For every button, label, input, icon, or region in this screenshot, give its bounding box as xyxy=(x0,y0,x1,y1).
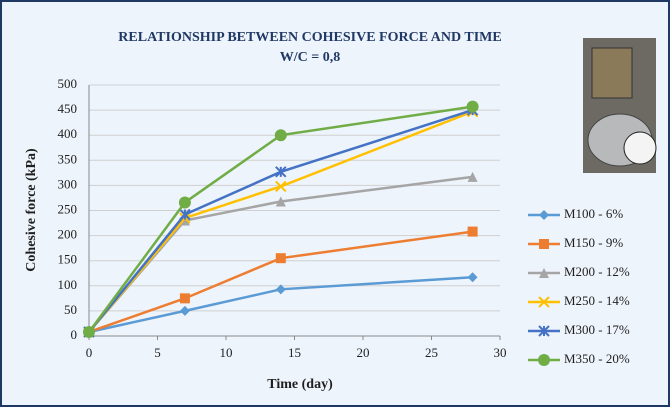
x-tick-label: 20 xyxy=(357,345,370,360)
x-tick-label: 0 xyxy=(86,345,93,360)
y-tick-label: 200 xyxy=(58,227,78,242)
marker xyxy=(179,215,190,226)
x-tick-label: 25 xyxy=(425,345,438,360)
chart-subtitle: W/C = 0,8 xyxy=(280,50,340,65)
chart-title: RELATIONSHIP BETWEEN COHESIVE FORCE AND … xyxy=(118,30,501,45)
y-tick-label: 50 xyxy=(64,302,77,317)
y-tick-label: 300 xyxy=(58,176,78,191)
y-tick-label: 500 xyxy=(58,76,78,91)
series-line xyxy=(88,276,473,334)
photo-gauge xyxy=(623,131,657,165)
marker xyxy=(539,268,549,278)
marker xyxy=(538,296,550,308)
marker xyxy=(179,305,190,316)
marker xyxy=(467,272,478,283)
marker xyxy=(274,129,287,142)
marker xyxy=(275,166,287,178)
marker xyxy=(538,325,550,337)
marker xyxy=(178,196,191,209)
y-tick-label: 250 xyxy=(58,201,78,216)
x-axis-title: Time (day) xyxy=(267,377,333,392)
x-tick-label: 15 xyxy=(288,345,301,360)
photo-box xyxy=(591,47,633,99)
marker xyxy=(538,354,550,366)
marker xyxy=(466,100,479,113)
y-tick-label: 400 xyxy=(58,126,78,141)
legend-label: M150 - 9% xyxy=(564,235,623,250)
x-tick-label: 10 xyxy=(220,345,233,360)
y-axis-title: Cohesive force (kPa) xyxy=(24,148,39,272)
marker xyxy=(275,253,286,264)
series-line xyxy=(88,108,473,333)
x-tick-label: 30 xyxy=(494,345,507,360)
legend-label: M100 - 6% xyxy=(564,206,623,221)
legend-label: M350 - 20% xyxy=(564,351,630,366)
marker xyxy=(539,210,549,220)
y-tick-label: 100 xyxy=(58,277,78,292)
y-tick-label: 450 xyxy=(58,101,78,116)
marker xyxy=(83,325,95,338)
series-line xyxy=(87,105,473,333)
y-tick-label: 150 xyxy=(58,252,78,267)
legend-label: M250 - 14% xyxy=(564,293,630,308)
legend-label: M300 - 17% xyxy=(564,322,630,337)
marker xyxy=(275,284,286,295)
marker xyxy=(539,239,549,249)
legend-label: M200 - 12% xyxy=(564,264,630,279)
x-tick-label: 5 xyxy=(154,345,161,360)
marker xyxy=(275,180,287,193)
marker xyxy=(179,208,191,221)
photo xyxy=(583,38,657,173)
marker xyxy=(275,196,286,207)
marker xyxy=(467,226,478,237)
y-tick-label: 350 xyxy=(58,151,78,166)
marker xyxy=(179,293,190,304)
marker xyxy=(467,171,478,182)
series-line xyxy=(88,230,473,334)
y-tick-label: 0 xyxy=(71,327,78,342)
